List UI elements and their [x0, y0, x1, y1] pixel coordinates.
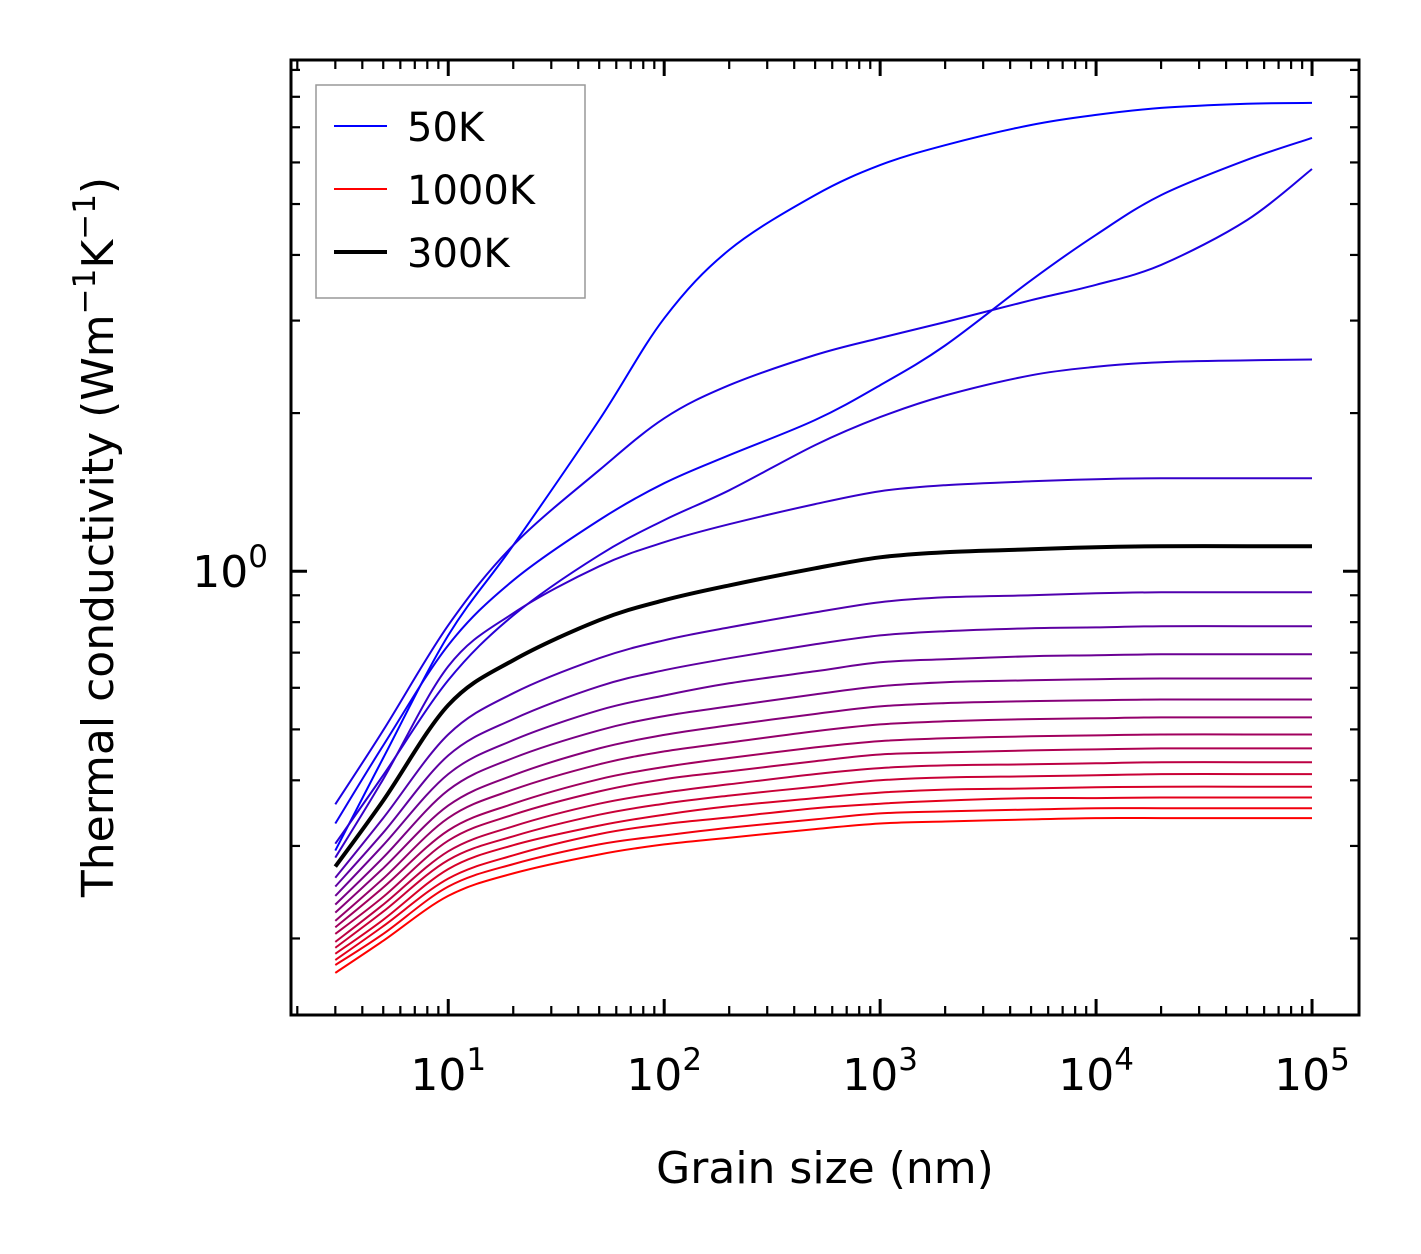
legend-label-1000k: 1000K: [407, 168, 537, 214]
x-tick-label: 104: [1058, 1042, 1134, 1101]
series-line-50k: [334, 101, 1313, 852]
x-tick-label: 101: [410, 1042, 486, 1101]
legend-label-50k: 50K: [407, 105, 486, 151]
series-line-700k: [334, 747, 1312, 935]
x-tick-label-exp: 2: [682, 1042, 702, 1078]
y-axis-label-exp2: −1: [67, 194, 103, 240]
series-line-600k: [334, 716, 1312, 922]
series-line-650k: [334, 733, 1312, 929]
y-axis-label: Thermal conductivity (Wm−1K−1): [67, 177, 124, 898]
series-line-750k: [334, 761, 1312, 943]
series-line-500k: [334, 677, 1312, 906]
series-line-400k: [334, 625, 1312, 888]
legend-label-300k: 300K: [407, 231, 511, 277]
series-line-150k: [334, 168, 1313, 805]
y-axis-label-end: ): [73, 177, 124, 194]
x-tick-label: 105: [1274, 1042, 1350, 1101]
series-line-250k: [334, 477, 1312, 859]
y-tick-label-exp: 0: [248, 539, 268, 575]
series-line-950k: [334, 807, 1312, 966]
series-line-1000k: [334, 816, 1312, 974]
x-tick-label-base: 10: [626, 1050, 682, 1101]
axes-frame: [289, 58, 1361, 1017]
x-tick-label-base: 10: [1274, 1050, 1330, 1101]
legend: 50K 1000K 300K: [315, 84, 586, 299]
series-line-900k: [334, 796, 1312, 961]
x-tick-label-base: 10: [410, 1050, 466, 1101]
legend-frame: [315, 84, 586, 299]
series-line-300k: [333, 544, 1312, 868]
series-line-550k: [334, 698, 1312, 914]
x-tick-label-exp: 3: [898, 1042, 918, 1078]
x-tick-label-base: 10: [1058, 1050, 1114, 1101]
x-tick-label: 102: [626, 1042, 702, 1101]
x-tick-label-exp: 4: [1114, 1042, 1134, 1078]
x-axis-label: Grain size (nm): [656, 1143, 994, 1194]
y-axis-label-base: Thermal conductivity (Wm: [73, 314, 124, 898]
y-tick-labels: 100: [192, 539, 268, 598]
y-axis-label-exp1: −1: [67, 269, 103, 315]
x-tick-label: 103: [842, 1042, 918, 1101]
series-line-100k: [334, 136, 1313, 825]
series-line-800k: [334, 773, 1312, 949]
series-line-850k: [334, 785, 1312, 955]
y-tick-label: 100: [192, 539, 268, 598]
series-layer: [333, 101, 1313, 974]
y-axis-label-mid: K: [73, 239, 124, 269]
series-line-200k: [334, 358, 1313, 845]
x-tick-label-base: 10: [842, 1050, 898, 1101]
x-tick-labels: 101 102 103 104 105: [410, 1042, 1350, 1101]
series-line-450k: [334, 653, 1312, 897]
series-line-350k: [334, 591, 1312, 879]
x-tick-label-exp: 5: [1330, 1042, 1350, 1078]
x-tick-label-exp: 1: [466, 1042, 486, 1078]
y-tick-label-base: 10: [192, 547, 248, 598]
